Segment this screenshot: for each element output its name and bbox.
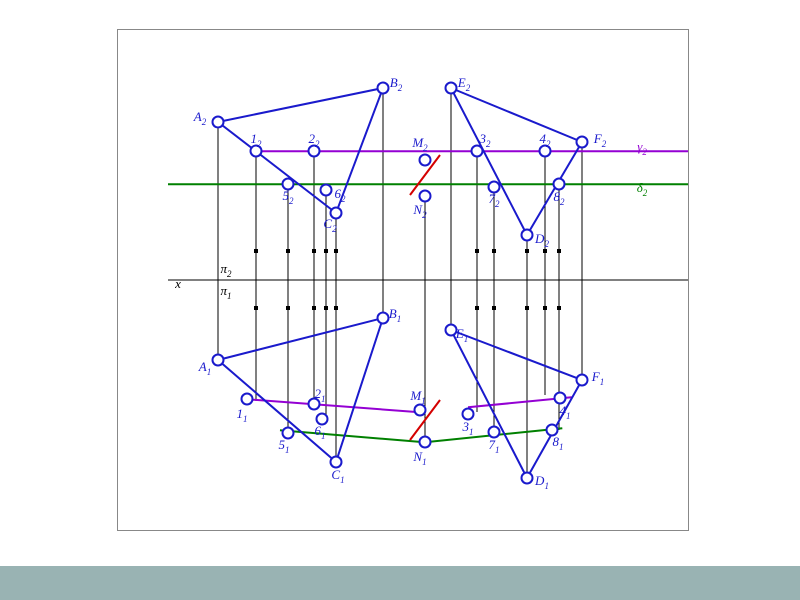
point-label: A2 — [194, 109, 206, 127]
tick-mark — [543, 249, 547, 253]
tick-mark — [557, 306, 561, 310]
line — [383, 88, 384, 318]
point-label: C1 — [331, 467, 344, 485]
point-label: D2 — [535, 231, 549, 249]
point-label: F2 — [594, 131, 606, 149]
line — [451, 88, 452, 330]
point-label: δ2 — [637, 180, 648, 198]
tick-mark — [254, 306, 258, 310]
point-label: 42 — [540, 131, 551, 149]
tick-mark — [492, 306, 496, 310]
tick-mark — [525, 306, 529, 310]
node-point — [576, 136, 589, 149]
point-label: N2 — [413, 202, 426, 220]
point-label: 11 — [237, 406, 248, 424]
tick-mark — [312, 306, 316, 310]
line — [545, 151, 546, 395]
line — [256, 155, 257, 401]
point-label: 22 — [309, 131, 320, 149]
node-point — [377, 82, 390, 95]
tick-mark — [324, 306, 328, 310]
node-point — [445, 82, 458, 95]
tick-mark — [334, 306, 338, 310]
tick-mark — [312, 249, 316, 253]
point-label: F1 — [592, 369, 604, 387]
point-label: 41 — [560, 403, 571, 421]
diagram-canvas: x π2 π1 γ2 δ2 A2 B2 C2 E2 F2 D2 12 22 52 62 32 42 72 82 M2 N… — [0, 0, 800, 600]
point-label: B1 — [389, 306, 401, 324]
tick-mark — [557, 249, 561, 253]
line — [477, 155, 478, 412]
node-point — [241, 393, 254, 406]
point-label: 81 — [553, 434, 564, 452]
tick-mark — [286, 306, 290, 310]
node-point — [521, 229, 534, 242]
point-label: D1 — [535, 473, 549, 491]
slide-footer — [0, 566, 800, 600]
point-label: 61 — [315, 423, 326, 441]
line — [168, 280, 688, 281]
point-label: 62 — [335, 186, 346, 204]
node-point — [320, 184, 333, 197]
point-label: 52 — [283, 188, 294, 206]
node-point — [419, 436, 432, 449]
point-label: 32 — [480, 131, 491, 149]
tick-mark — [492, 249, 496, 253]
tick-mark — [475, 249, 479, 253]
point-label: B2 — [390, 75, 402, 93]
tick-mark — [324, 249, 328, 253]
node-point — [576, 374, 589, 387]
point-label: 82 — [554, 189, 565, 207]
point-label: E2 — [458, 75, 470, 93]
point-label: C2 — [323, 216, 336, 234]
point-label: 51 — [279, 437, 290, 455]
tick-mark — [543, 306, 547, 310]
point-label: M2 — [412, 135, 427, 153]
node-point — [521, 472, 534, 485]
point-label: M1 — [410, 388, 425, 406]
point-label: E1 — [456, 326, 468, 344]
point-label: π1 — [220, 283, 231, 301]
tick-mark — [254, 249, 258, 253]
point-label: A1 — [199, 359, 211, 377]
node-point — [377, 312, 390, 325]
node-point — [419, 154, 432, 167]
node-point — [212, 116, 225, 129]
tick-mark — [525, 249, 529, 253]
point-label: 12 — [251, 131, 262, 149]
point-label: γ2 — [637, 139, 647, 157]
point-label: x — [175, 276, 181, 292]
line — [527, 235, 528, 478]
point-label: 31 — [463, 419, 474, 437]
tick-mark — [334, 249, 338, 253]
line — [218, 122, 219, 360]
point-label: N1 — [413, 449, 426, 467]
line — [288, 186, 289, 435]
tick-mark — [286, 249, 290, 253]
node-point — [212, 354, 225, 367]
line — [582, 142, 583, 380]
point-label: 71 — [489, 437, 500, 455]
line — [168, 183, 688, 185]
point-label: 21 — [315, 386, 326, 404]
tick-mark — [475, 306, 479, 310]
node-point — [419, 190, 432, 203]
point-label: π2 — [220, 261, 231, 279]
point-label: 72 — [489, 191, 500, 209]
